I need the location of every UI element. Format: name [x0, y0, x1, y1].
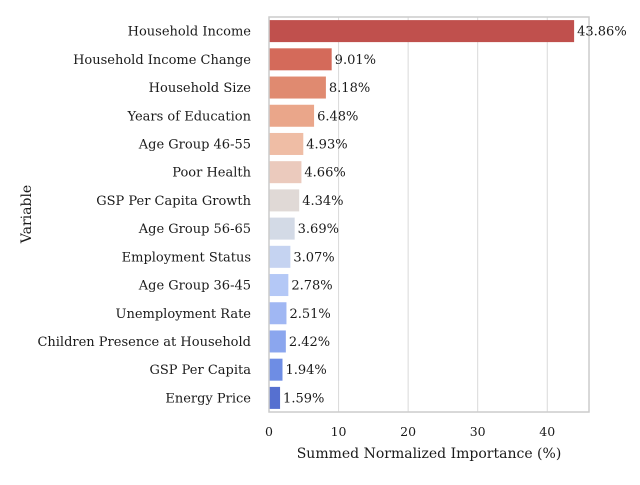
plot-frame: [268, 16, 590, 413]
value-label: 9.01%: [335, 53, 376, 68]
x-tick-label: 20: [400, 424, 416, 439]
category-label: Household Income: [128, 25, 252, 40]
value-label: 8.18%: [329, 81, 370, 96]
bar: [269, 358, 283, 381]
category-label: GSP Per Capita: [149, 363, 251, 378]
bar: [269, 217, 295, 240]
category-label: Employment Status: [122, 250, 251, 265]
bar: [269, 386, 281, 409]
category-label: Children Presence at Household: [37, 335, 251, 350]
category-label: Age Group 56-65: [138, 222, 251, 237]
bar: [269, 104, 315, 127]
value-label: 43.86%: [577, 25, 627, 40]
category-label: Years of Education: [127, 109, 252, 124]
value-label: 1.59%: [283, 391, 324, 406]
x-tick-label: 10: [331, 424, 347, 439]
value-label: 2.78%: [291, 279, 332, 294]
bar: [269, 48, 332, 71]
y-axis-title: Variable: [19, 185, 35, 244]
category-label: Poor Health: [172, 166, 251, 181]
value-label: 3.07%: [293, 250, 334, 265]
bar: [269, 132, 304, 155]
bar: [269, 302, 287, 325]
category-label: Age Group 36-45: [138, 279, 251, 294]
x-tick-label: 0: [265, 424, 273, 439]
category-label: Energy Price: [165, 391, 251, 406]
bar: [269, 76, 326, 99]
value-label: 2.51%: [289, 307, 330, 322]
bar: [269, 161, 302, 184]
value-label: 3.69%: [298, 222, 339, 237]
value-label: 4.34%: [302, 194, 343, 209]
x-tick-label: 30: [470, 424, 486, 439]
category-label: Household Size: [149, 81, 252, 96]
x-tick-label: 40: [539, 424, 555, 439]
bar: [269, 20, 575, 43]
bar: [269, 274, 289, 297]
value-label: 4.66%: [304, 166, 345, 181]
value-label: 2.42%: [289, 335, 330, 350]
value-label: 4.93%: [306, 137, 347, 152]
x-axis-title: Summed Normalized Importance (%): [297, 446, 562, 462]
label-layer: 0 10 20 30 40 Household Income 43.86% Household…: [37, 25, 626, 439]
value-label: 6.48%: [317, 109, 358, 124]
category-label: Household Income Change: [73, 53, 251, 68]
bar: [269, 245, 291, 268]
category-label: Unemployment Rate: [115, 307, 251, 322]
category-label: Age Group 46-55: [138, 137, 251, 152]
bar-layer: [269, 20, 575, 409]
category-label: GSP Per Capita Growth: [96, 194, 251, 209]
bar: [269, 189, 300, 212]
grid-layer: [268, 17, 548, 412]
bar: [269, 330, 286, 353]
value-label: 1.94%: [285, 363, 326, 378]
